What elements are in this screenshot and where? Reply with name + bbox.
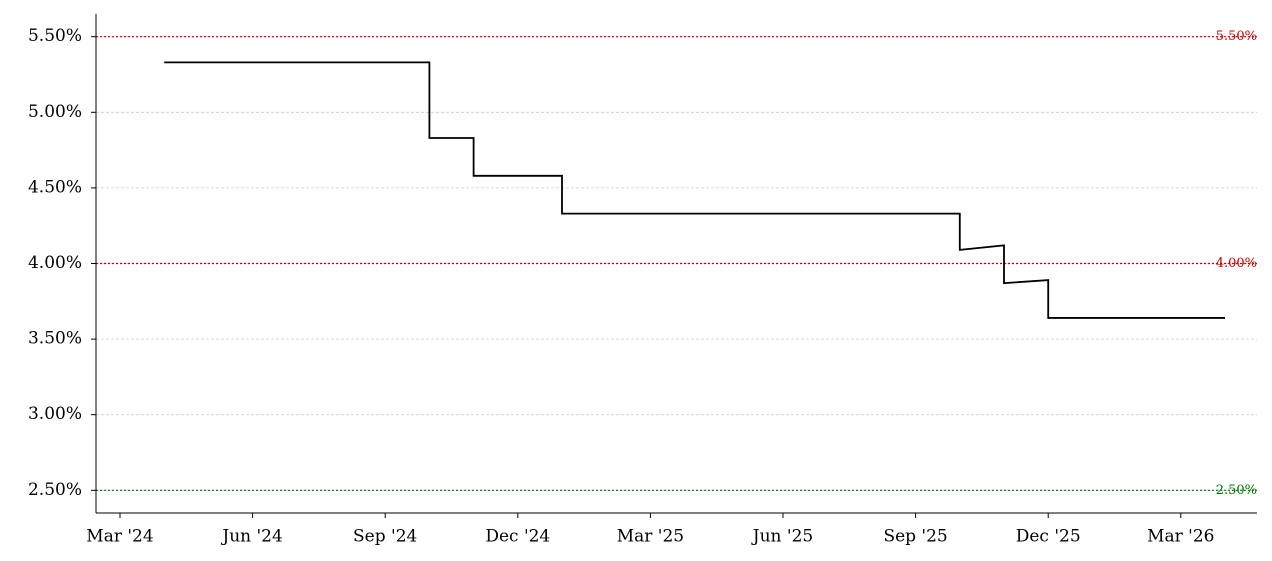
y-tick-label: 2.50% bbox=[28, 480, 82, 500]
x-tick-label: Mar '25 bbox=[617, 527, 684, 547]
reference-label: 2.50% bbox=[1216, 483, 1257, 498]
y-tick-label: 4.50% bbox=[28, 177, 82, 197]
x-tick-label: Dec '24 bbox=[485, 527, 550, 547]
x-tick-label: Dec '25 bbox=[1016, 527, 1081, 547]
x-tick-label: Mar '24 bbox=[86, 527, 153, 547]
x-tick-label: Mar '26 bbox=[1147, 527, 1214, 547]
x-tick-label: Jun '25 bbox=[751, 527, 813, 547]
series-line bbox=[164, 61, 1225, 319]
y-tick-label: 3.00% bbox=[28, 404, 82, 424]
reference-label: 5.50% bbox=[1216, 29, 1257, 44]
y-tick-label: 4.00% bbox=[28, 253, 82, 273]
y-tick-label: 5.50% bbox=[28, 26, 82, 46]
x-tick-label: Sep '24 bbox=[353, 527, 417, 547]
x-tick-label: Sep '25 bbox=[883, 527, 947, 547]
reference-label: 4.00% bbox=[1216, 256, 1257, 271]
x-tick-label: Jun '24 bbox=[220, 527, 282, 547]
y-tick-label: 5.00% bbox=[28, 102, 82, 122]
y-tick-label: 3.50% bbox=[28, 329, 82, 349]
